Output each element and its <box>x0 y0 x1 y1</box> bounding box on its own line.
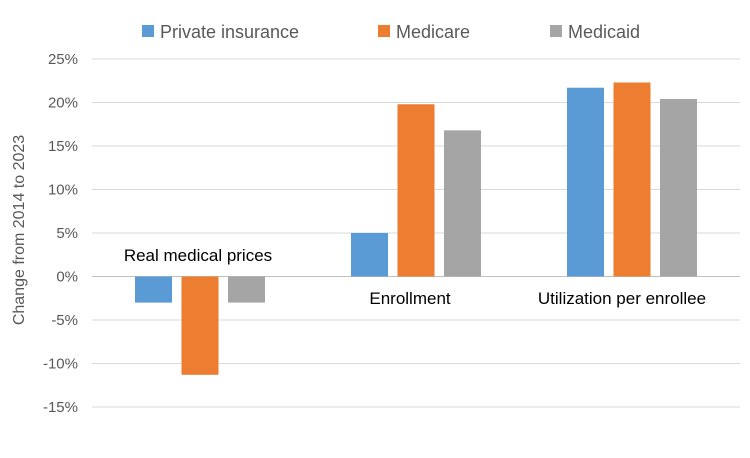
bar-medicare-1 <box>181 276 219 375</box>
category-label: Utilization per enrollee <box>538 289 706 308</box>
y-tick-label: -5% <box>51 312 78 329</box>
y-tick-label: -10% <box>43 356 78 373</box>
legend-swatch <box>378 25 390 37</box>
legend-label: Medicare <box>396 22 470 42</box>
y-tick-label: 25% <box>48 51 78 68</box>
legend-swatch <box>142 25 154 37</box>
legend-label: Medicaid <box>568 22 640 42</box>
bars <box>135 82 697 375</box>
y-tick-label: 15% <box>48 138 78 155</box>
category-label: Real medical prices <box>124 246 272 265</box>
category-label: Enrollment <box>369 289 451 308</box>
bar-medicare-3 <box>613 82 651 277</box>
legend: Private insurance Medicare Medicaid <box>142 22 640 42</box>
bar-private-insurance-1 <box>135 276 172 303</box>
y-tick-label: 20% <box>48 95 78 112</box>
bar-medicaid-1 <box>228 276 265 303</box>
category-labels: Real medical prices Enrollment Utilization… <box>124 246 706 308</box>
bar-private-insurance-2 <box>351 233 388 277</box>
bar-medicaid-2 <box>444 130 481 277</box>
legend-label: Private insurance <box>160 22 299 42</box>
legend-swatch <box>550 25 562 37</box>
bar-medicaid-3 <box>660 99 697 277</box>
y-axis-title: Change from 2014 to 2023 <box>11 135 28 325</box>
y-tick-label: 10% <box>48 182 78 199</box>
y-axis-ticks: 25% 20% 15% 10% 5% 0% -5% -10% -15% <box>43 51 78 416</box>
y-tick-label: 5% <box>56 225 78 242</box>
y-tick-label: 0% <box>56 269 78 286</box>
bar-private-insurance-3 <box>567 87 604 277</box>
bar-medicare-2 <box>397 104 435 277</box>
y-tick-label: -15% <box>43 399 78 416</box>
